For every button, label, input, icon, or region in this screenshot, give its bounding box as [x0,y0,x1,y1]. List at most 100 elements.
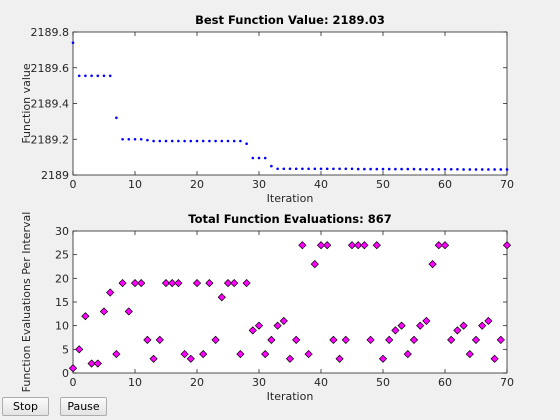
func-evals-plot: 0 10 20 30 40 50 60 70 0 5 10 15 20 25 30 Total Functio… [20,212,514,403]
data-point [490,354,499,363]
data-point [124,307,133,316]
data-point [102,74,106,78]
data-point [236,349,245,359]
x-tick-label: 60 [438,178,452,191]
data-point [307,167,310,171]
data-point [186,354,195,363]
data-point [81,312,90,321]
x-tick-label: 40 [314,178,328,191]
func-evals-axes-box [72,230,508,374]
data-point [412,167,416,171]
data-point [505,168,509,171]
data-point [338,167,341,171]
data-point [180,349,189,359]
data-point [130,278,140,288]
x-tick-label: 40 [314,376,328,389]
data-point [242,278,251,288]
stop-button[interactable]: Stop [2,397,49,416]
best-value-plot: 0 10 20 30 40 50 60 70 2189 2189.2 2189.4 2189.6 218… [20,13,514,205]
data-point [152,139,155,143]
data-point [211,335,220,344]
data-point [471,335,481,344]
x-tick-label: 0 [70,376,77,389]
data-point [267,335,276,344]
data-point [155,335,164,344]
data-point [106,288,115,297]
data-point [99,307,109,316]
data-point [474,168,478,171]
data-point [254,321,264,330]
data-point [143,335,152,344]
data-point [400,167,403,171]
data-point [347,241,357,250]
data-point [394,167,397,171]
data-point [127,137,131,141]
data-point [462,168,465,171]
data-point [223,278,233,288]
data-point [230,278,239,288]
data-point [434,241,443,250]
data-point [239,139,242,143]
data-point [416,321,425,330]
data-point [189,139,193,143]
data-point [372,241,381,250]
data-point [493,168,496,171]
data-point [158,139,162,143]
func-evals-x-axis-label: Iteration [267,390,314,403]
data-point [437,167,441,171]
data-point [381,167,385,171]
data-point [459,321,468,330]
data-point [319,167,323,171]
data-point [292,335,301,344]
data-point [84,74,87,78]
data-point [263,156,267,160]
data-point [115,116,118,120]
pause-button[interactable]: Pause [60,397,107,416]
data-point [77,74,81,78]
best-value-axes-box [72,31,508,176]
y-tick-label: 15 [55,296,69,309]
func-evals-axes-background [73,231,507,373]
data-point [387,167,391,171]
data-point [313,167,317,171]
data-point [502,241,512,250]
best-value-title: Best Function Value: 2189.03 [195,13,385,27]
data-point [199,349,208,359]
data-point [403,349,412,359]
data-point [71,41,75,45]
data-point [440,241,450,250]
data-point [146,138,149,142]
data-point [363,167,366,171]
data-point [332,167,335,171]
data-point [68,364,78,373]
data-point [87,359,96,368]
data-point [354,241,363,250]
func-evals-title: Total Function Evaluations: 867 [188,212,391,226]
y-tick-label: 10 [55,320,69,333]
data-point [366,335,375,344]
data-point [409,335,419,344]
data-point [232,139,236,143]
y-tick-label: 2189 [41,169,69,182]
data-point [257,156,261,160]
y-tick-label: 0 [62,367,69,380]
data-point [108,74,112,78]
data-point [208,139,211,143]
data-point [75,345,84,354]
data-point [282,167,286,171]
y-tick-label: 2189.2 [31,133,70,146]
data-point [217,293,226,302]
data-point [245,142,248,146]
y-tick-label: 2189.4 [31,98,70,111]
data-point [478,321,487,330]
data-point [90,74,93,78]
data-point [261,349,270,359]
data-point [301,167,304,171]
data-point [294,167,298,171]
best-value-x-axis-label: Iteration [267,192,314,205]
data-point [323,241,332,250]
data-point [431,167,434,171]
data-point [214,139,217,143]
data-point [369,167,372,171]
data-point [270,164,273,168]
